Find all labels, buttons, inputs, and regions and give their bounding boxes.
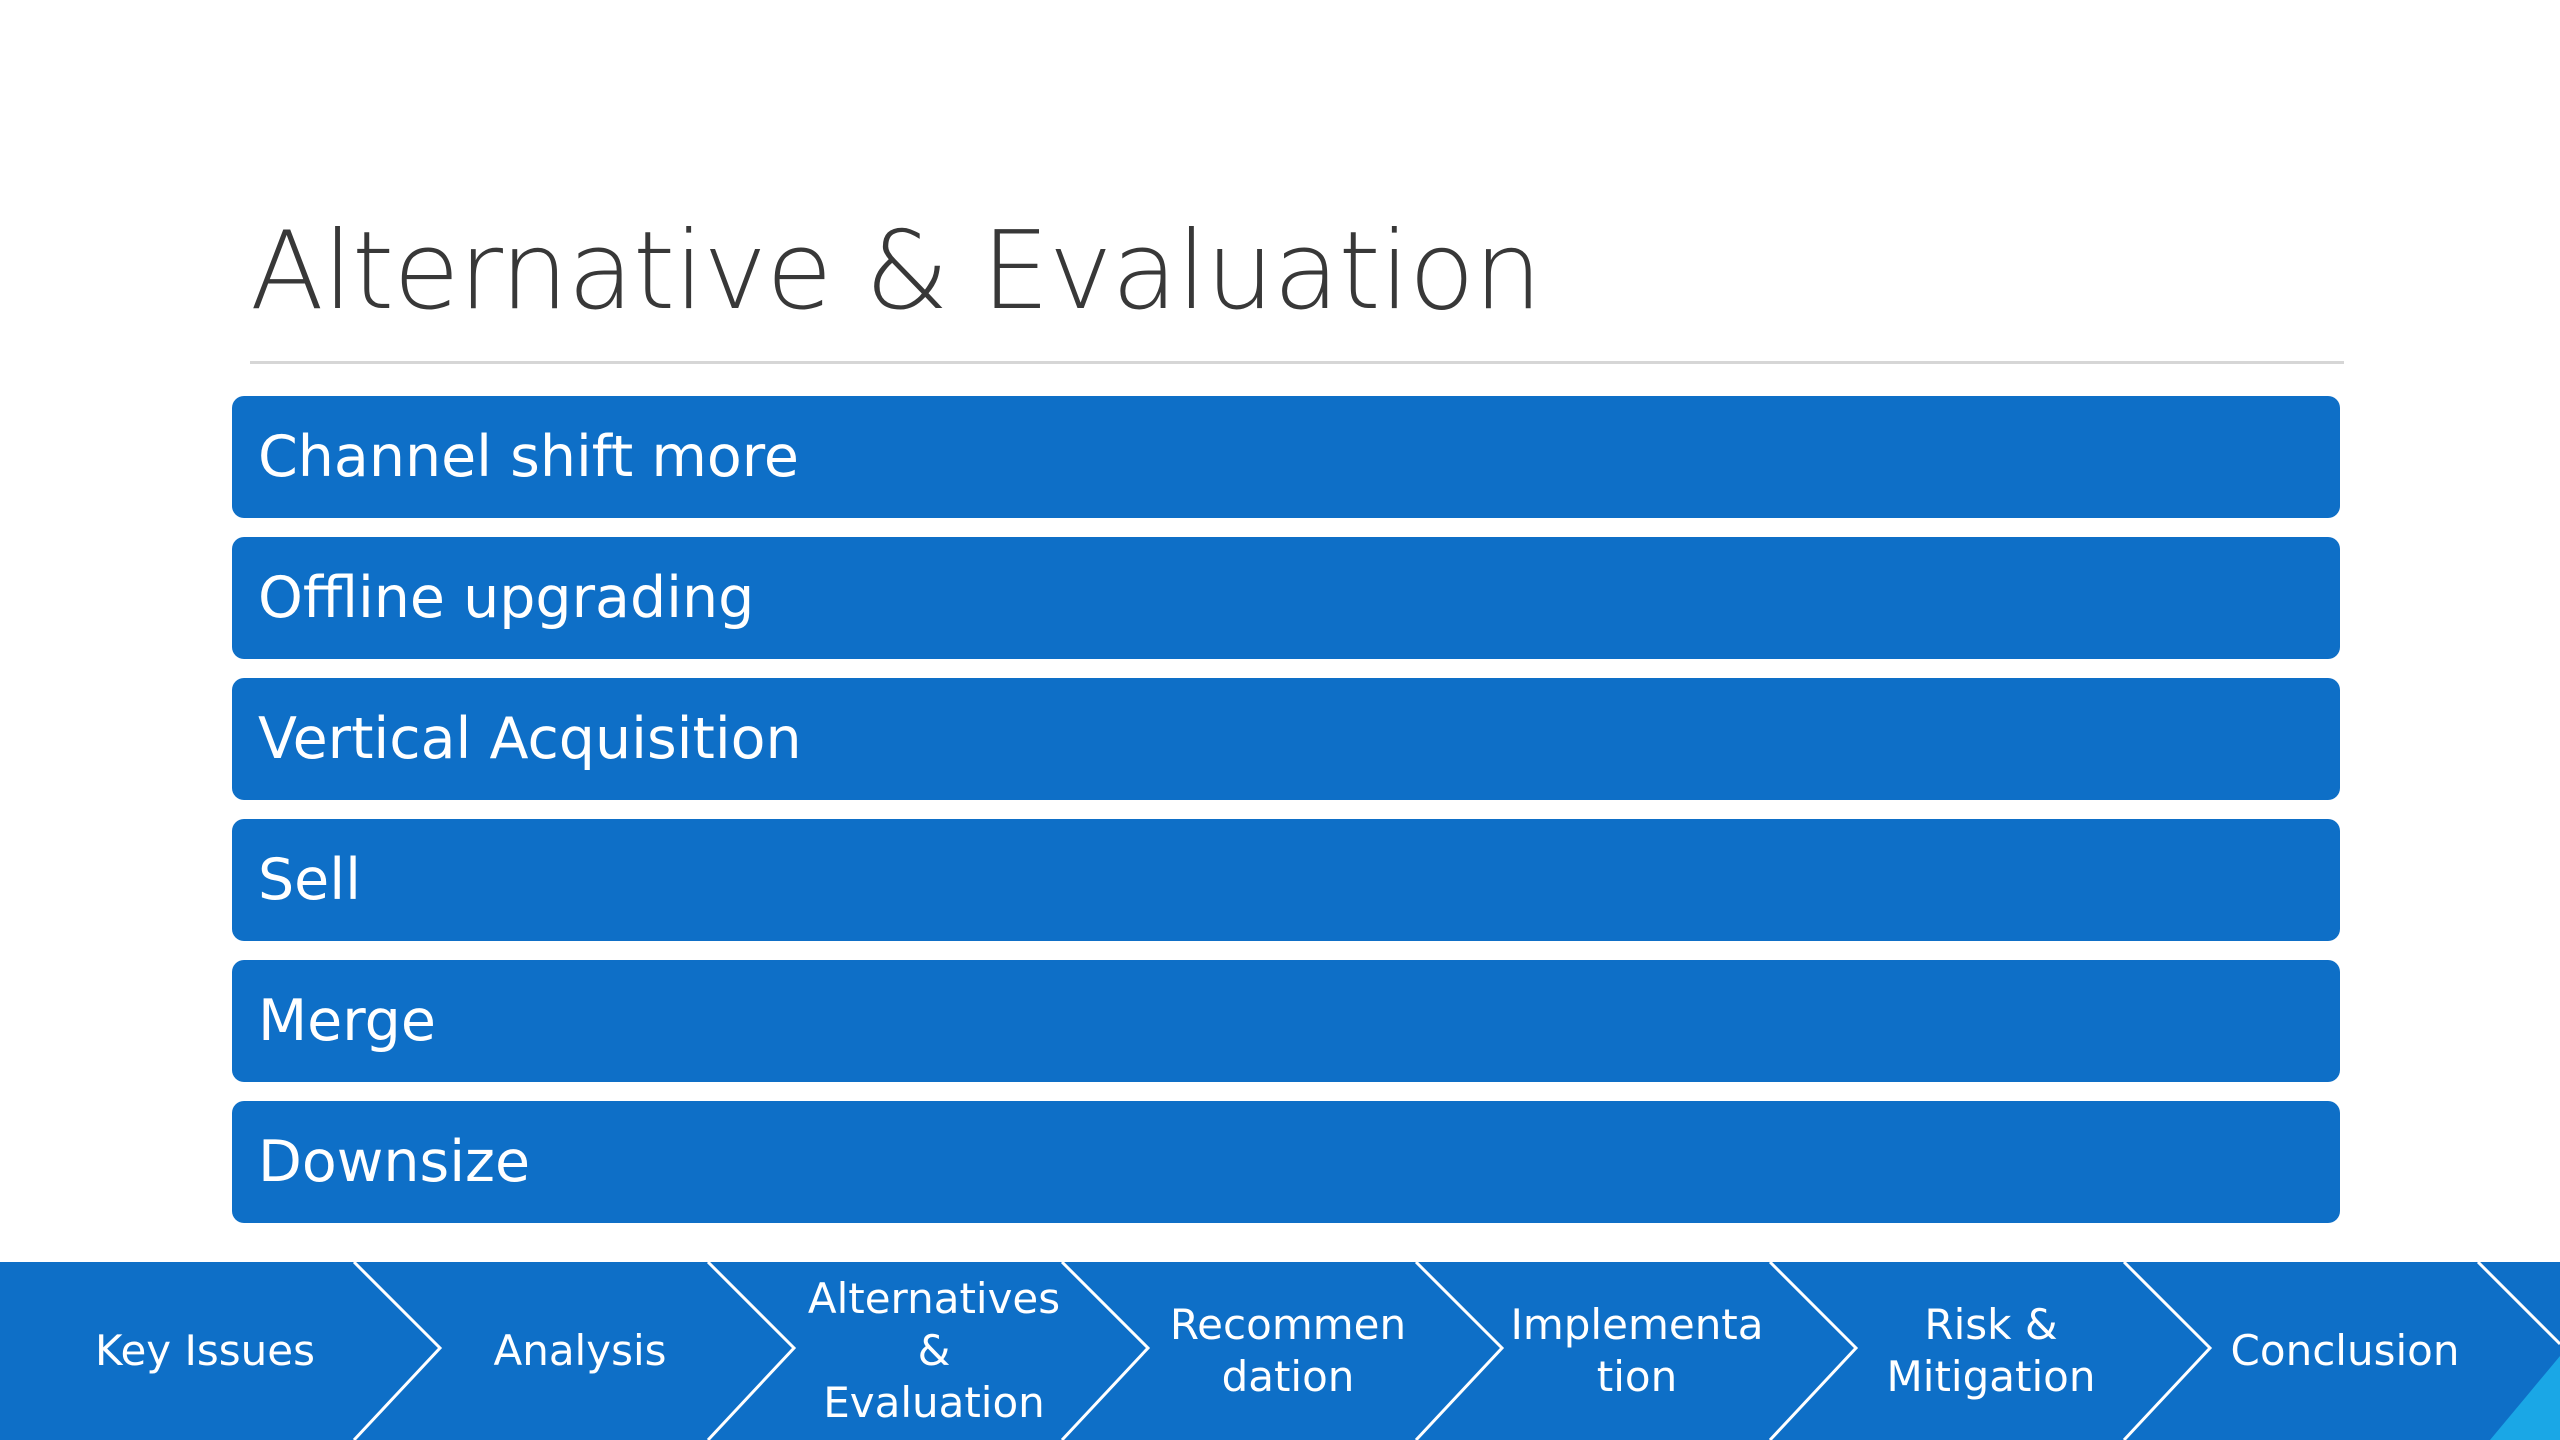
alternative-item-offline-upgrading[interactable]: Offline upgrading [232,537,2340,659]
title-divider [250,361,2344,364]
chevron-separator [1414,1262,1505,1440]
process-step-implementation[interactable]: Implementa tion [1510,1300,1764,1401]
alternative-item-vertical-acquisition[interactable]: Vertical Acquisition [232,678,2340,800]
alternatives-list: Channel shift more Offline upgrading Ver… [232,396,2340,1242]
chevron-bar-background [0,1262,2560,1440]
alternative-item-merge[interactable]: Merge [232,960,2340,1082]
chevron-separator [1060,1262,1151,1440]
process-step-key-issues[interactable]: Key Issues [95,1326,315,1375]
slide-title: Alternative & Evaluation [250,209,1542,334]
process-step-risk-mitigation[interactable]: Risk & Mitigation [1886,1300,2096,1401]
chevron-bar-graphic [0,1262,2560,1440]
chevron-separator [1768,1262,1859,1440]
corner-accent [2490,1356,2560,1440]
chevron-separator [352,1262,443,1440]
process-step-analysis[interactable]: Analysis [493,1326,667,1375]
alternative-item-sell[interactable]: Sell [232,819,2340,941]
chevron-separator [706,1262,797,1440]
process-step-recommendation[interactable]: Recommen dation [1169,1300,1407,1401]
alternative-item-downsize[interactable]: Downsize [232,1101,2340,1223]
process-chevron-bar: Key Issues Analysis Alternatives & Evalu… [0,1262,2560,1440]
process-step-conclusion[interactable]: Conclusion [2230,1326,2460,1375]
chevron-separator [2122,1262,2213,1440]
process-step-alternatives-evaluation[interactable]: Alternatives & Evaluation [807,1274,1061,1427]
alternative-item-channel-shift[interactable]: Channel shift more [232,396,2340,518]
chevron-separator [2476,1262,2560,1346]
